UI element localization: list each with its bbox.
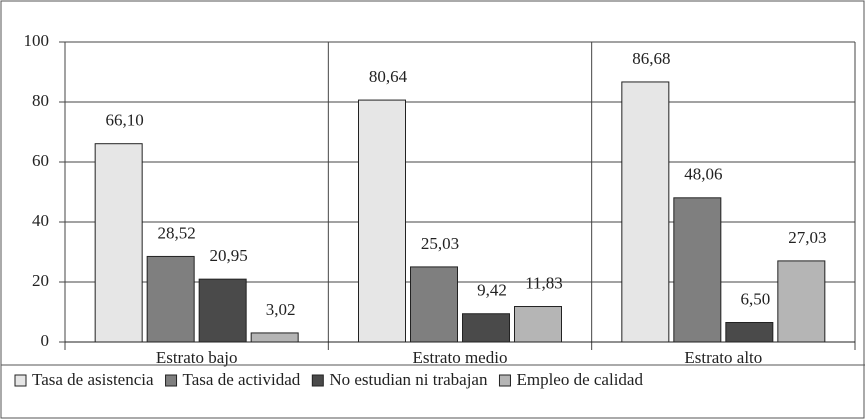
legend-label: Tasa de actividad <box>183 370 301 389</box>
legend-label: No estudian ni trabajan <box>329 370 488 389</box>
bar <box>462 313 510 343</box>
y-tick-label: 40 <box>32 211 49 230</box>
bar <box>410 266 458 343</box>
y-tick-label: 60 <box>32 151 49 170</box>
data-label: 80,64 <box>369 67 408 86</box>
data-label: 86,68 <box>632 49 670 68</box>
legend-swatch <box>498 374 511 387</box>
data-label: 3,02 <box>266 300 296 319</box>
data-label: 25,03 <box>421 234 459 253</box>
data-label: 9,42 <box>477 281 507 300</box>
legend-swatch <box>311 374 324 387</box>
legend-swatch <box>14 374 27 387</box>
legend-label: Empleo de calidad <box>516 370 643 389</box>
bar <box>621 81 670 343</box>
bar <box>94 143 143 343</box>
y-tick-label: 20 <box>32 271 49 290</box>
data-label: 48,06 <box>684 165 722 184</box>
data-label: 66,10 <box>106 111 144 130</box>
y-tick-label: 0 <box>41 331 50 350</box>
bar <box>514 306 562 343</box>
data-label: 11,83 <box>525 273 563 292</box>
data-label: 28,52 <box>158 223 196 242</box>
data-label: 20,95 <box>210 246 248 265</box>
bar <box>250 332 299 343</box>
legend-label: Tasa de asistencia <box>32 370 154 389</box>
bar <box>777 260 826 343</box>
y-tick-label: 100 <box>24 31 50 50</box>
x-tick-label: Estrato alto <box>684 348 762 367</box>
bar <box>725 322 774 343</box>
x-tick-label: Estrato bajo <box>156 348 238 367</box>
data-label: 6,50 <box>740 289 770 308</box>
bar <box>198 278 247 343</box>
bar <box>146 255 195 343</box>
x-tick-label: Estrato medio <box>413 348 508 367</box>
data-label: 27,03 <box>788 228 826 247</box>
legend-swatch <box>165 374 178 387</box>
bar <box>673 197 722 343</box>
bar <box>358 99 406 343</box>
y-tick-label: 80 <box>32 91 49 110</box>
